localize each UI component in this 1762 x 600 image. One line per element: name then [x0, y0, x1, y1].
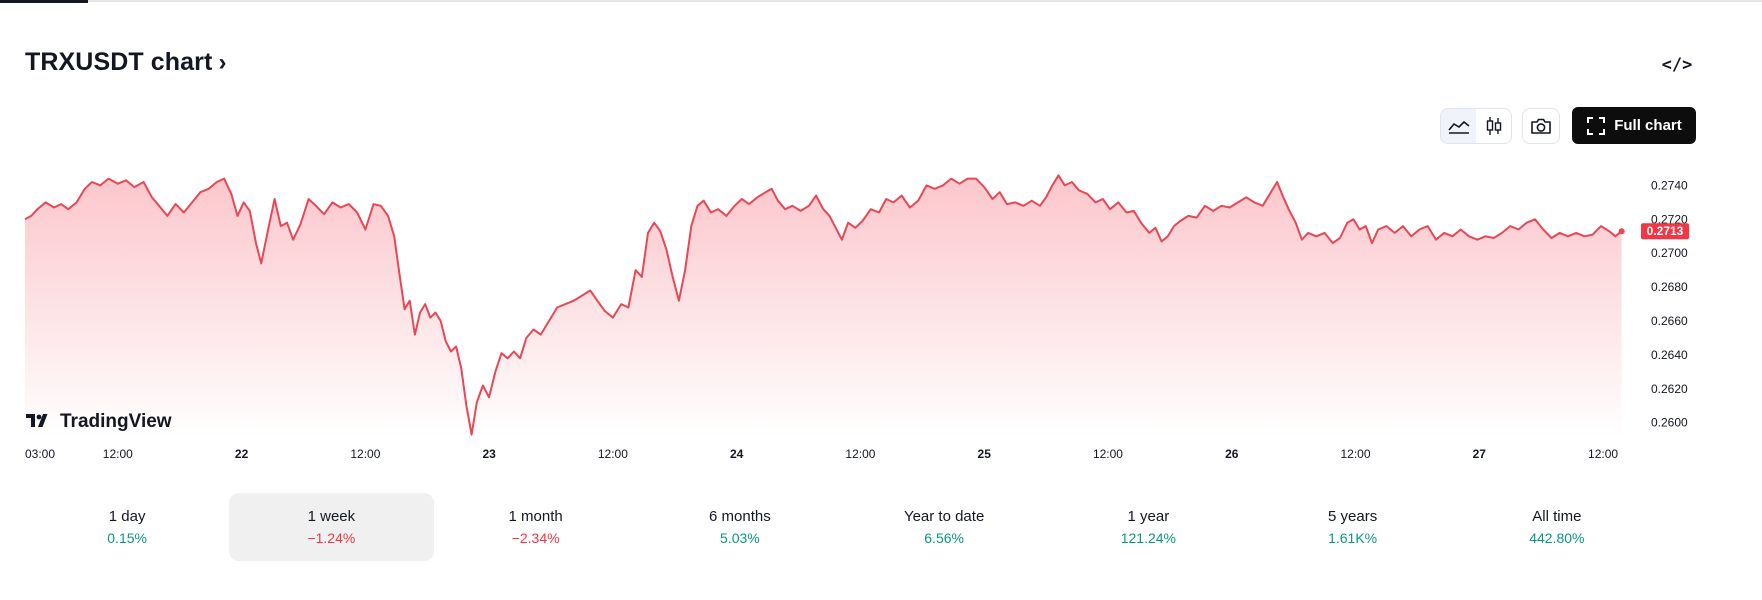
active-tab-indicator	[0, 0, 88, 3]
x-axis: 03:00 12:00 22 12:00 23 12:00 24 12:00 25 12:00 26…	[25, 447, 1618, 461]
x-tick-label: 03:00	[25, 447, 55, 461]
tradingview-logo-icon	[26, 414, 48, 427]
x-tick-label: 12:00	[350, 447, 380, 461]
y-tick-label: 0.2720	[1651, 212, 1688, 226]
period-change: −1.24%	[307, 530, 356, 546]
period-change: 6.56%	[924, 530, 964, 546]
y-tick-label: 0.2660	[1651, 314, 1688, 328]
period-change: 1.61K%	[1328, 530, 1378, 546]
y-tick-label: 0.2640	[1651, 348, 1688, 362]
fullscreen-icon	[1587, 116, 1606, 135]
camera-icon	[1531, 118, 1551, 134]
candle-style-button[interactable]	[1476, 109, 1511, 143]
period-change: 121.24%	[1120, 530, 1177, 546]
y-tick-label: 0.2680	[1651, 280, 1688, 294]
y-axis: 0.2740 0.2720 0.2700 0.2680 0.2660 0.2640 0.26…	[1651, 178, 1688, 429]
period-label: Year to date	[903, 508, 985, 525]
price-chart[interactable]: 0.2740 0.2720 0.2700 0.2680 0.2660 0.2640 0.26…	[0, 0, 1762, 470]
last-price-label: 0.2713	[1647, 224, 1684, 238]
chevron-right-icon: ›	[218, 48, 227, 76]
last-price-badge-bg	[1641, 223, 1689, 240]
x-tick-label: 22	[235, 447, 249, 461]
area-style-button[interactable]	[1441, 109, 1476, 143]
price-line	[24, 174, 1623, 436]
x-tick-label: 25	[978, 447, 992, 461]
period-tab[interactable]: 1 year 121.24%	[1046, 493, 1250, 561]
y-tick-label: 0.2600	[1651, 416, 1688, 430]
period-selector: 1 day 0.15% 1 week −1.24% 1 month −2.34% 6 mon…	[25, 493, 1659, 561]
x-tick-label: 27	[1473, 447, 1487, 461]
period-tab[interactable]: 1 day 0.15%	[25, 493, 229, 561]
chart-style-toggle	[1440, 108, 1512, 144]
x-tick-label: 12:00	[845, 447, 875, 461]
x-tick-label: 24	[730, 447, 744, 461]
period-label: 1 week	[307, 508, 356, 525]
period-tab[interactable]: 1 month −2.34%	[434, 493, 638, 561]
x-tick-label: 12:00	[1093, 447, 1123, 461]
period-label: 6 months	[709, 508, 771, 525]
x-tick-label: 23	[482, 447, 496, 461]
period-change: 0.15%	[107, 530, 147, 546]
period-tab[interactable]: 5 years 1.61K%	[1251, 493, 1455, 561]
y-tick-label: 0.2700	[1651, 246, 1688, 260]
period-tab[interactable]: All time 442.80%	[1455, 493, 1659, 561]
x-tick-label: 12:00	[1588, 447, 1618, 461]
period-tab[interactable]: Year to date 6.56%	[842, 493, 1046, 561]
y-tick-label: 0.2740	[1651, 178, 1688, 192]
embed-code-button[interactable]: </>	[1661, 55, 1693, 75]
period-label: 1 year	[1127, 508, 1170, 525]
last-price-dot	[1618, 228, 1625, 235]
top-divider	[0, 0, 1762, 2]
x-tick-label: 12:00	[1341, 447, 1371, 461]
period-tab[interactable]: 6 months 5.03%	[638, 493, 842, 561]
period-label: 1 month	[508, 508, 563, 525]
last-price-badge: 0.2713	[1618, 223, 1689, 240]
chart-title-link[interactable]: TRXUSDT chart ›	[25, 48, 226, 77]
x-tick-label: 26	[1225, 447, 1239, 461]
x-tick-label: 12:00	[103, 447, 133, 461]
candlestick-icon	[1486, 117, 1501, 135]
screenshot-button[interactable]	[1522, 108, 1560, 144]
tradingview-logo[interactable]: TradingView	[26, 411, 172, 432]
price-area-fill	[25, 175, 1622, 439]
period-change: 5.03%	[720, 530, 760, 546]
period-change: −2.34%	[511, 530, 560, 546]
period-change: 442.80%	[1529, 530, 1585, 546]
x-tick-label: 12:00	[598, 447, 628, 461]
period-tab[interactable]: 1 week −1.24%	[229, 493, 434, 561]
period-label: All time	[1532, 508, 1582, 525]
y-tick-label: 0.2620	[1651, 382, 1688, 396]
area-chart-icon	[1447, 120, 1469, 134]
period-label: 5 years	[1328, 508, 1378, 525]
full-chart-button[interactable]: Full chart	[1572, 107, 1696, 144]
page-title: TRXUSDT chart	[25, 48, 213, 76]
full-chart-label: Full chart	[1614, 117, 1682, 134]
period-label: 1 day	[108, 508, 146, 525]
tradingview-wordmark: TradingView	[60, 411, 172, 432]
